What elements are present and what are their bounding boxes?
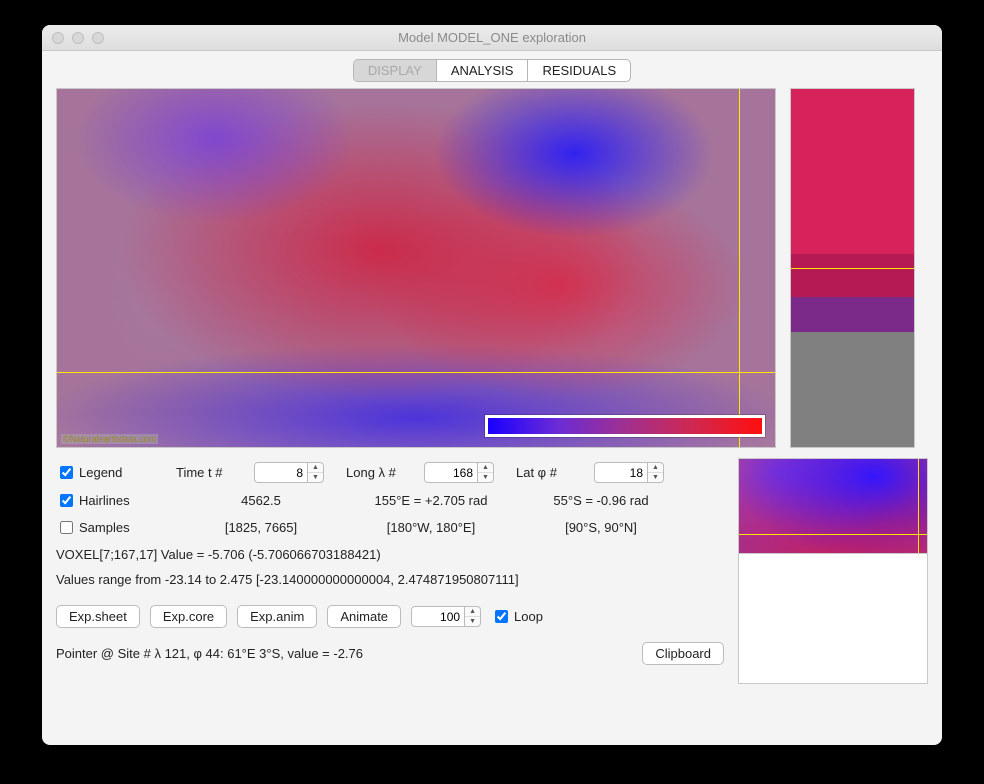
long-value: 155°E = +2.705 rad: [346, 493, 516, 508]
time-stepper[interactable]: ▲▼: [308, 462, 324, 483]
window-title: Model MODEL_ONE exploration: [42, 30, 942, 45]
time-label: Time t #: [176, 465, 254, 480]
lower-area: Legend Time t # ▲▼ Long λ # ▲▼: [56, 458, 928, 684]
range-line: Values range from -23.14 to 2.475 [-23.1…: [56, 572, 724, 587]
lat-stepper[interactable]: ▲▼: [648, 462, 664, 483]
window-controls: [52, 32, 104, 44]
app-window: Model MODEL_ONE exploration DISPLAY ANAL…: [42, 25, 942, 745]
time-range: [1825, 7665]: [176, 520, 346, 535]
long-input[interactable]: [424, 462, 478, 483]
checkbox-loop-label: Loop: [514, 609, 543, 624]
exp-core-button[interactable]: Exp.core: [150, 605, 227, 628]
time-value: 4562.5: [176, 493, 346, 508]
frames-stepper[interactable]: ▲▼: [465, 606, 481, 627]
checkbox-loop-input[interactable]: [495, 610, 508, 623]
checkbox-hairlines-label: Hairlines: [79, 493, 130, 508]
checkbox-legend[interactable]: Legend: [56, 463, 176, 482]
long-label: Long λ #: [346, 465, 424, 480]
thumb-hairline-h: [739, 534, 927, 535]
hairline-vertical: [739, 89, 740, 447]
tab-analysis[interactable]: ANALYSIS: [437, 60, 529, 81]
clipboard-button[interactable]: Clipboard: [642, 642, 724, 665]
map-credit: ©Naturalearthdata.com: [61, 434, 158, 444]
zoom-icon[interactable]: [92, 32, 104, 44]
content: ©Naturalearthdata.com Legend Time t #: [42, 88, 942, 745]
frames-spinner[interactable]: ▲▼: [411, 606, 481, 627]
time-spinner[interactable]: ▲▼: [254, 462, 324, 483]
legend-colorbar: [485, 415, 765, 437]
checkbox-samples[interactable]: Samples: [56, 518, 176, 537]
checkbox-samples-input[interactable]: [60, 521, 73, 534]
minimize-icon[interactable]: [72, 32, 84, 44]
exp-anim-button[interactable]: Exp.anim: [237, 605, 317, 628]
exp-sheet-button[interactable]: Exp.sheet: [56, 605, 140, 628]
footer-row: Pointer @ Site # λ 121, φ 44: 61°E 3°S, …: [56, 642, 724, 665]
close-icon[interactable]: [52, 32, 64, 44]
tab-display[interactable]: DISPLAY: [354, 60, 437, 81]
upper-panels: ©Naturalearthdata.com: [56, 88, 928, 448]
lat-range: [90°S, 90°N]: [516, 520, 686, 535]
main-map[interactable]: ©Naturalearthdata.com: [56, 88, 776, 448]
tabs-row: DISPLAY ANALYSIS RESIDUALS: [42, 51, 942, 88]
lat-input[interactable]: [594, 462, 648, 483]
long-spinner[interactable]: ▲▼: [424, 462, 494, 483]
checkbox-hairlines[interactable]: Hairlines: [56, 491, 176, 510]
voxel-line: VOXEL[7;167,17] Value = -5.706 (-5.70606…: [56, 547, 724, 562]
tabs: DISPLAY ANALYSIS RESIDUALS: [353, 59, 631, 82]
long-range: [180°W, 180°E]: [346, 520, 516, 535]
lat-label: Lat φ #: [516, 465, 594, 480]
lat-spinner[interactable]: ▲▼: [594, 462, 664, 483]
checkbox-legend-input[interactable]: [60, 466, 73, 479]
checkbox-legend-label: Legend: [79, 465, 122, 480]
thumbnail-map[interactable]: [738, 458, 928, 554]
frames-input[interactable]: [411, 606, 465, 627]
pointer-line: Pointer @ Site # λ 121, φ 44: 61°E 3°S, …: [56, 646, 363, 661]
controls-panel: Legend Time t # ▲▼ Long λ # ▲▼: [56, 458, 724, 684]
titlebar: Model MODEL_ONE exploration: [42, 25, 942, 51]
side-colorbar: [790, 88, 915, 448]
thumbnail-column: [738, 458, 928, 684]
animate-button[interactable]: Animate: [327, 605, 401, 628]
hairline-horizontal: [57, 372, 775, 373]
side-hairline: [791, 268, 914, 269]
thumbnail-info: [738, 554, 928, 684]
tab-residuals[interactable]: RESIDUALS: [528, 60, 630, 81]
button-row: Exp.sheet Exp.core Exp.anim Animate ▲▼ L…: [56, 605, 724, 628]
checkbox-loop[interactable]: Loop: [491, 607, 543, 626]
checkbox-samples-label: Samples: [79, 520, 130, 535]
thumb-hairline-v: [918, 459, 919, 553]
lat-value: 55°S = -0.96 rad: [516, 493, 686, 508]
time-input[interactable]: [254, 462, 308, 483]
long-stepper[interactable]: ▲▼: [478, 462, 494, 483]
checkbox-hairlines-input[interactable]: [60, 494, 73, 507]
